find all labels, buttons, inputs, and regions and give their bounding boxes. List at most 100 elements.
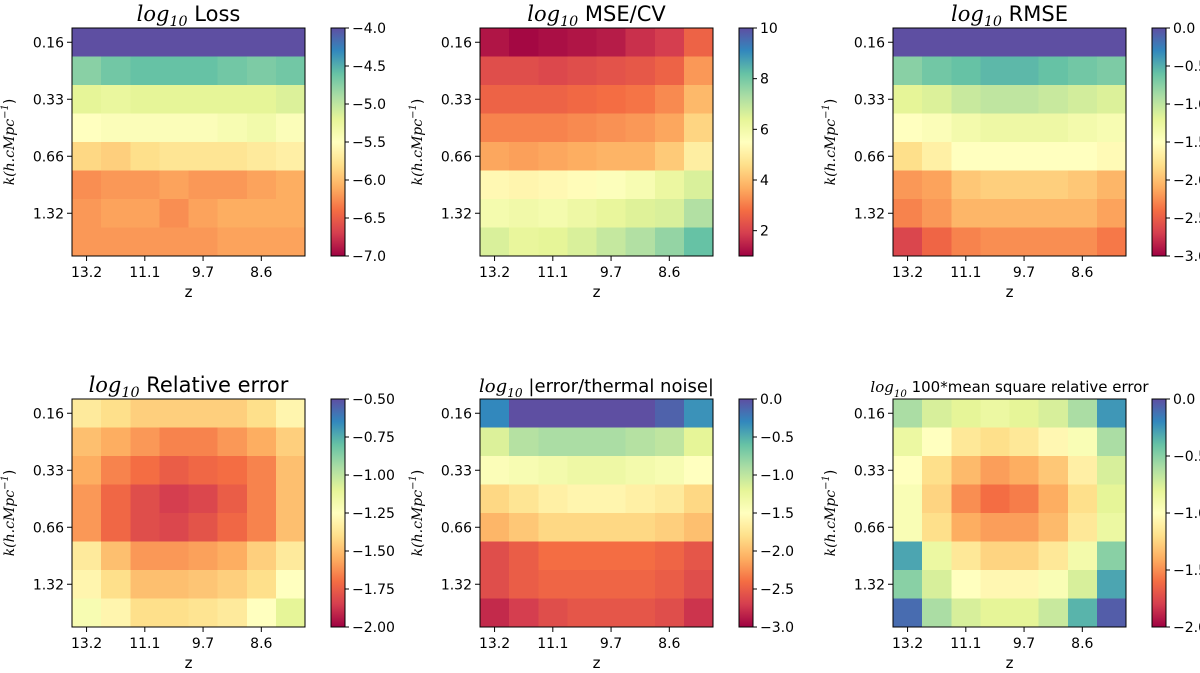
heatmap-cell — [1096, 28, 1127, 58]
heatmap-cell — [596, 113, 627, 143]
x-tick-label: 13.2 — [892, 265, 923, 281]
heatmap-cell — [1009, 598, 1040, 628]
heatmap-cell — [893, 85, 923, 115]
colorbar-tick-label: 8 — [760, 72, 769, 88]
heatmap-cell — [188, 199, 219, 229]
heatmap-cell — [980, 399, 1011, 429]
title-log: log — [137, 2, 170, 26]
heatmap-cell — [72, 113, 102, 143]
heatmap-cell — [625, 227, 656, 257]
heatmap-cell — [1038, 28, 1069, 58]
title-rest: Relative error — [140, 373, 289, 397]
heatmap-cell — [1009, 541, 1040, 571]
heatmap-cell — [893, 56, 923, 86]
heatmap-cell — [567, 142, 598, 172]
heatmap-cell — [1096, 541, 1127, 571]
colorbar-tick-label: −2.5 — [1173, 211, 1200, 227]
heatmap-cell — [275, 199, 306, 229]
colorbar-tick-label: 0.0 — [1173, 21, 1195, 37]
heatmap-cell — [625, 484, 656, 514]
y-tick-label: 0.66 — [33, 520, 64, 536]
heatmap-cell — [72, 56, 102, 86]
heatmap-cell — [951, 541, 981, 571]
heatmap-cell — [893, 513, 923, 543]
y-tick-label: 0.66 — [441, 149, 472, 165]
title-subscript: 10 — [169, 14, 187, 30]
heatmap-cell — [893, 541, 923, 571]
heatmap-cell — [480, 399, 510, 429]
title-subscript: 10 — [121, 385, 139, 401]
heatmap-cell — [159, 113, 190, 143]
heatmap-cell — [159, 484, 190, 514]
heatmap-cell — [980, 142, 1011, 172]
heatmap-cell — [217, 170, 248, 200]
heatmap-cell — [1009, 170, 1040, 200]
heatmap-cell — [130, 427, 160, 457]
heatmap-cell — [1038, 170, 1069, 200]
heatmap-cell — [683, 199, 714, 229]
heatmap-cell — [217, 541, 248, 571]
heatmap-cell — [567, 28, 598, 58]
heatmap-cell — [1009, 484, 1040, 514]
heatmap-cell — [480, 570, 510, 600]
colorbar-tick-label: −4.5 — [352, 59, 386, 75]
title-log: log — [870, 378, 893, 396]
heatmap-cell — [275, 142, 306, 172]
colorbar-tick-label: −0.5 — [1173, 59, 1200, 75]
x-tick-label: 8.6 — [658, 636, 680, 652]
title-subscript: 10 — [894, 389, 907, 400]
heatmap-cell — [1038, 456, 1069, 486]
heatmap-cell — [509, 113, 539, 143]
heatmap-cell — [1067, 170, 1098, 200]
heatmap-cell — [1009, 570, 1040, 600]
heatmap-cell — [130, 598, 160, 628]
y-axis-label: k(h.cMpc−1) — [408, 99, 426, 186]
heatmap-cell — [130, 541, 160, 571]
colorbar — [1151, 398, 1167, 628]
y-axis-label: k(h.cMpc−1) — [408, 470, 426, 557]
heatmap-cell — [654, 598, 685, 628]
heatmap-cell — [217, 85, 248, 115]
heatmap-cell — [188, 484, 219, 514]
plot-frame — [479, 27, 714, 257]
colorbar-tick-label: −5.0 — [352, 97, 386, 113]
heatmap-cell — [217, 113, 248, 143]
heatmap-cell — [72, 427, 102, 457]
heatmap-cell — [683, 541, 714, 571]
heatmap-cell — [246, 570, 277, 600]
colorbar-tick-label: −7.0 — [352, 249, 386, 265]
heatmap-cell — [980, 513, 1011, 543]
y-tick-label: 1.32 — [33, 206, 64, 222]
heatmap-cell — [538, 427, 568, 457]
heatmap-cell — [538, 113, 568, 143]
colorbar — [738, 398, 754, 628]
heatmap-cell — [1009, 399, 1040, 429]
heatmap-cell — [1009, 85, 1040, 115]
heatmap-cell — [188, 541, 219, 571]
colorbar-tick-label: −1.50 — [352, 544, 395, 560]
heatmap-cell — [275, 56, 306, 86]
colorbar-tick-label: −1.0 — [1173, 506, 1200, 522]
heatmap-cell — [275, 427, 306, 457]
heatmap-cell — [596, 570, 627, 600]
colorbar-tick-label: −3.0 — [1173, 249, 1200, 265]
heatmap-cell — [159, 142, 190, 172]
heatmap-cell — [538, 85, 568, 115]
heatmap-cell — [980, 28, 1011, 58]
heatmap-cell — [596, 513, 627, 543]
heatmap-cell — [101, 28, 131, 58]
heatmap-cell — [1067, 427, 1098, 457]
y-tick-label: 0.16 — [441, 35, 472, 51]
plot-frame — [892, 27, 1127, 257]
heatmap-cell — [654, 56, 685, 86]
heatmap-cell — [1067, 28, 1098, 58]
heatmap-cell — [72, 570, 102, 600]
heatmap-cell — [159, 85, 190, 115]
x-axis-label: z — [185, 283, 193, 301]
plot-frame — [479, 398, 714, 628]
heatmap-cell — [246, 142, 277, 172]
heatmap-cell — [922, 570, 952, 600]
title-rest: MSE/CV — [578, 2, 666, 26]
heatmap-cell — [509, 456, 539, 486]
heatmap-cell — [159, 199, 190, 229]
